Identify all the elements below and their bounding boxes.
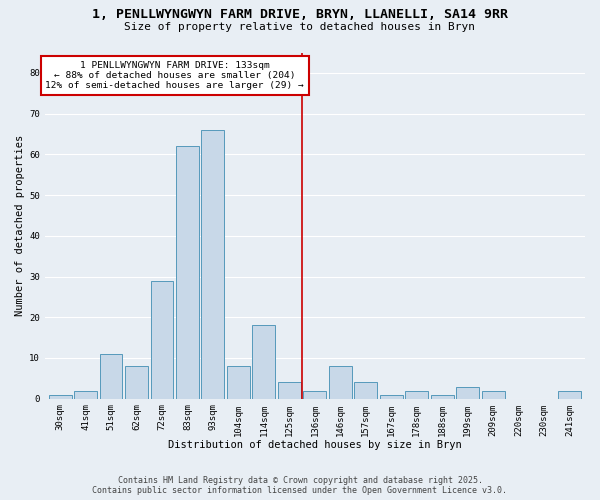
Bar [253, 326, 275, 398]
Text: 1 PENLLWYNGWYN FARM DRIVE: 133sqm
← 88% of detached houses are smaller (204)
12%: 1 PENLLWYNGWYN FARM DRIVE: 133sqm ← 88% … [46, 60, 304, 90]
Bar [457, 386, 479, 398]
Bar [202, 130, 224, 398]
Bar [49, 394, 71, 398]
Bar [74, 390, 97, 398]
Bar [278, 382, 301, 398]
Text: 1, PENLLWYNGWYN FARM DRIVE, BRYN, LLANELLI, SA14 9RR: 1, PENLLWYNGWYN FARM DRIVE, BRYN, LLANEL… [92, 8, 508, 20]
Bar [227, 366, 250, 398]
Bar [100, 354, 122, 399]
Bar [329, 366, 352, 398]
Bar [355, 382, 377, 398]
Bar [558, 390, 581, 398]
Bar [482, 390, 505, 398]
Text: Size of property relative to detached houses in Bryn: Size of property relative to detached ho… [125, 22, 476, 32]
Text: Contains HM Land Registry data © Crown copyright and database right 2025.
Contai: Contains HM Land Registry data © Crown c… [92, 476, 508, 495]
Y-axis label: Number of detached properties: Number of detached properties [15, 135, 25, 316]
Bar [304, 390, 326, 398]
Bar [151, 280, 173, 398]
Bar [431, 394, 454, 398]
Bar [176, 146, 199, 399]
X-axis label: Distribution of detached houses by size in Bryn: Distribution of detached houses by size … [168, 440, 462, 450]
Bar [380, 394, 403, 398]
Bar [125, 366, 148, 398]
Bar [406, 390, 428, 398]
